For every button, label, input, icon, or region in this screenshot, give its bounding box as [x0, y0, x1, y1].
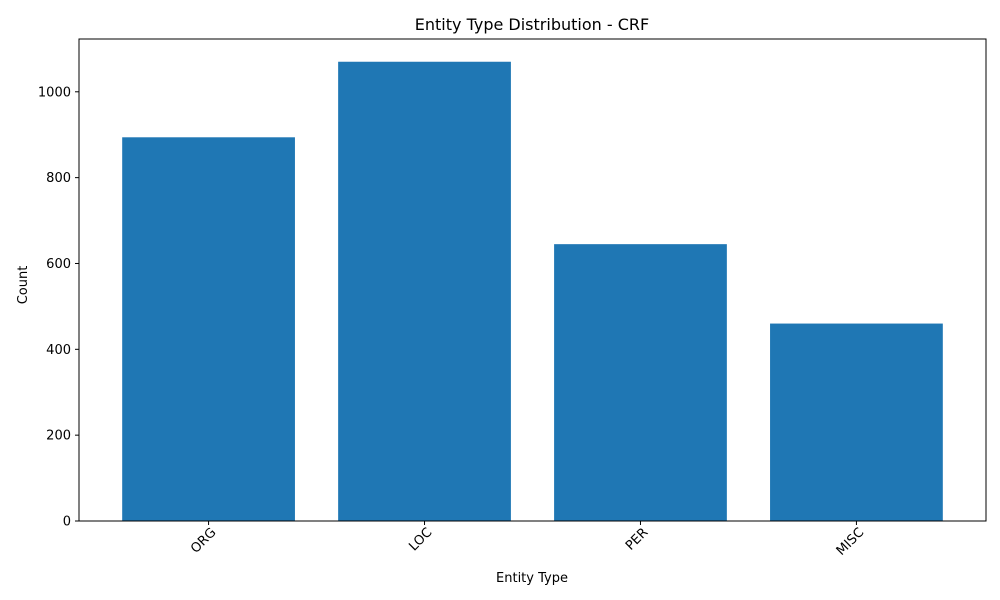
y-tick-label-800: 800: [46, 171, 71, 186]
y-tick-label-400: 400: [46, 343, 71, 358]
bar-per: [554, 244, 727, 521]
x-tick-label-misc: MISC: [834, 525, 868, 559]
x-tick-label-loc: LOC: [406, 525, 435, 554]
y-tick-label-0: 0: [63, 515, 71, 530]
bar-org: [122, 137, 295, 522]
x-axis-title: Entity Type: [496, 571, 568, 586]
y-axis: 0 200 400 600 800 1000: [38, 85, 79, 530]
x-tick-label-org: ORG: [188, 525, 219, 556]
bar-misc: [770, 323, 943, 521]
bar-loc: [338, 61, 511, 521]
x-tick-label-per: PER: [623, 525, 651, 553]
y-tick-label-600: 600: [46, 257, 71, 272]
y-tick-label-200: 200: [46, 429, 71, 444]
plot-area: [78, 38, 987, 522]
chart-title: Entity Type Distribution - CRF: [415, 15, 649, 34]
y-tick-label-1000: 1000: [38, 85, 71, 100]
plot-frame: [78, 38, 987, 522]
y-axis-title: Count: [16, 266, 31, 305]
x-axis: ORG LOC PER MISC: [188, 521, 867, 559]
